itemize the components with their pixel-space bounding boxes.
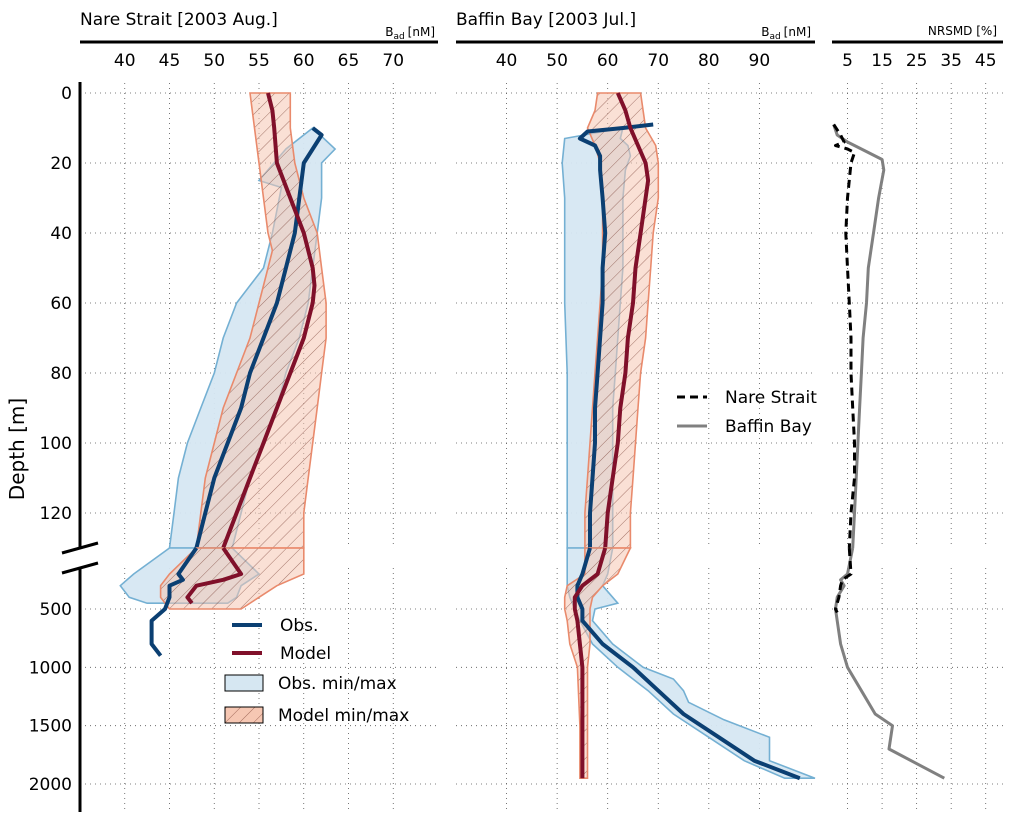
panel2-xlabel: Bad [nM] [761,25,811,42]
legend-obs-range-swatch [224,674,264,692]
y-tick-label: 1500 [29,717,72,737]
panel1-title: Nare Strait [2003 Aug.] [80,10,278,30]
legend-model-label: Model [280,644,331,664]
legend-baffin-bay-label: Baffin Bay [725,417,812,437]
x-tick-label: 65 [338,51,360,71]
legend-obs-model: Obs. Model Obs. min/max Model min/max [224,616,409,726]
legend-model-range-label: Model min/max [278,706,409,726]
x-tick-label: 80 [698,51,720,71]
nrsmd-nare-strait-line [834,547,853,614]
x-tick-label: 15 [871,51,893,71]
axes-layer: 40 45 50 55 60 65 70 40 50 60 70 80 90 5 15 25 35 45 0 20 40… [29,40,1003,812]
x-tick-label: 60 [293,51,315,71]
axis-break-mark [61,541,99,555]
y-tick-label: 500 [40,600,72,620]
panel1-xlabel-unit: [nM] [408,25,435,39]
legend-nrsmd: Nare Strait Baffin Bay [677,388,817,437]
x-tick-label: 35 [940,51,962,71]
obs-line [149,546,199,657]
y-tick-label: 2000 [29,775,72,795]
y-tick-label: 1000 [29,658,72,678]
obs-line [577,122,654,548]
data-layer [119,92,946,781]
panel1-xlabel: Bad [nM] [385,25,435,42]
y-tick-label: 20 [50,154,72,174]
legend-model-range-swatch [224,706,264,724]
nrsmd-nare-strait-line [832,123,856,549]
y-tick-label: 100 [40,434,72,454]
y-tick-label: 0 [61,84,72,104]
x-tick-label: 55 [248,51,270,71]
y-tick-label: 120 [40,504,72,524]
x-tick-label: 70 [647,51,669,71]
y-tick-label: 80 [50,364,72,384]
x-tick-label: 5 [842,51,853,71]
axis-break-mark [61,561,99,575]
x-tick-label: 40 [496,51,518,71]
x-tick-label: 70 [382,51,404,71]
obs-line [575,547,801,781]
panel2-title: Baffin Bay [2003 Jul.] [456,10,636,30]
grid-layer [80,83,1003,812]
panel2-xlabel-unit: [nM] [784,25,811,39]
panel2-xlabel-sub: ad [769,32,780,42]
x-tick-label: 40 [114,51,136,71]
obs-line [194,126,324,549]
x-tick-label: 60 [597,51,619,71]
nrsmd-baffin-bay-line [834,547,946,780]
legend-obs-label: Obs. [280,616,318,636]
panel2-xlabel-main: B [761,25,769,39]
x-tick-label: 50 [203,51,225,71]
model-line [572,547,608,779]
y-tick-label: 60 [50,294,72,314]
legend-obs-range-label: Obs. min/max [278,674,397,694]
x-tick-label: 25 [906,51,928,71]
y-tick-label: 40 [50,224,72,244]
x-tick-label: 90 [749,51,771,71]
panel1-xlabel-main: B [385,25,393,39]
panel3-xlabel: NRSMD [%] [928,24,997,38]
x-tick-label: 45 [975,51,997,71]
nrsmd-baffin-bay-line [832,124,886,549]
y-axis-label: Depth [m] [5,398,29,500]
legend-nare-strait-label: Nare Strait [725,388,817,408]
model-line [221,92,317,549]
x-tick-label: 50 [546,51,568,71]
x-tick-label: 45 [159,51,181,71]
model-line [185,546,244,605]
panel1-xlabel-sub: ad [393,32,404,42]
model-line [603,92,651,549]
